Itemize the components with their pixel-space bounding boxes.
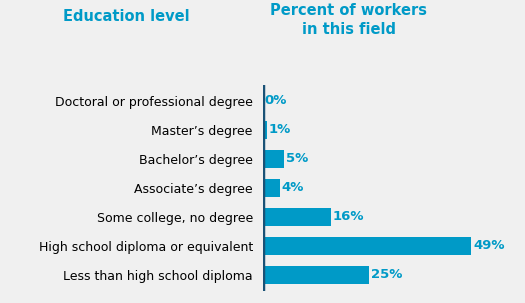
Text: 1%: 1% [269,123,291,136]
Text: 4%: 4% [281,181,304,194]
Bar [262,150,284,168]
Bar [262,208,331,226]
Text: 5%: 5% [286,152,308,165]
Text: Education level: Education level [62,9,190,24]
Bar [262,179,279,197]
Bar [262,266,369,284]
Text: 25%: 25% [371,268,402,281]
Text: 49%: 49% [473,239,505,252]
Text: 16%: 16% [333,210,364,223]
Text: 0%: 0% [265,94,287,107]
Bar [262,237,471,255]
Text: Percent of workers
in this field: Percent of workers in this field [270,3,427,37]
Bar [262,121,267,138]
